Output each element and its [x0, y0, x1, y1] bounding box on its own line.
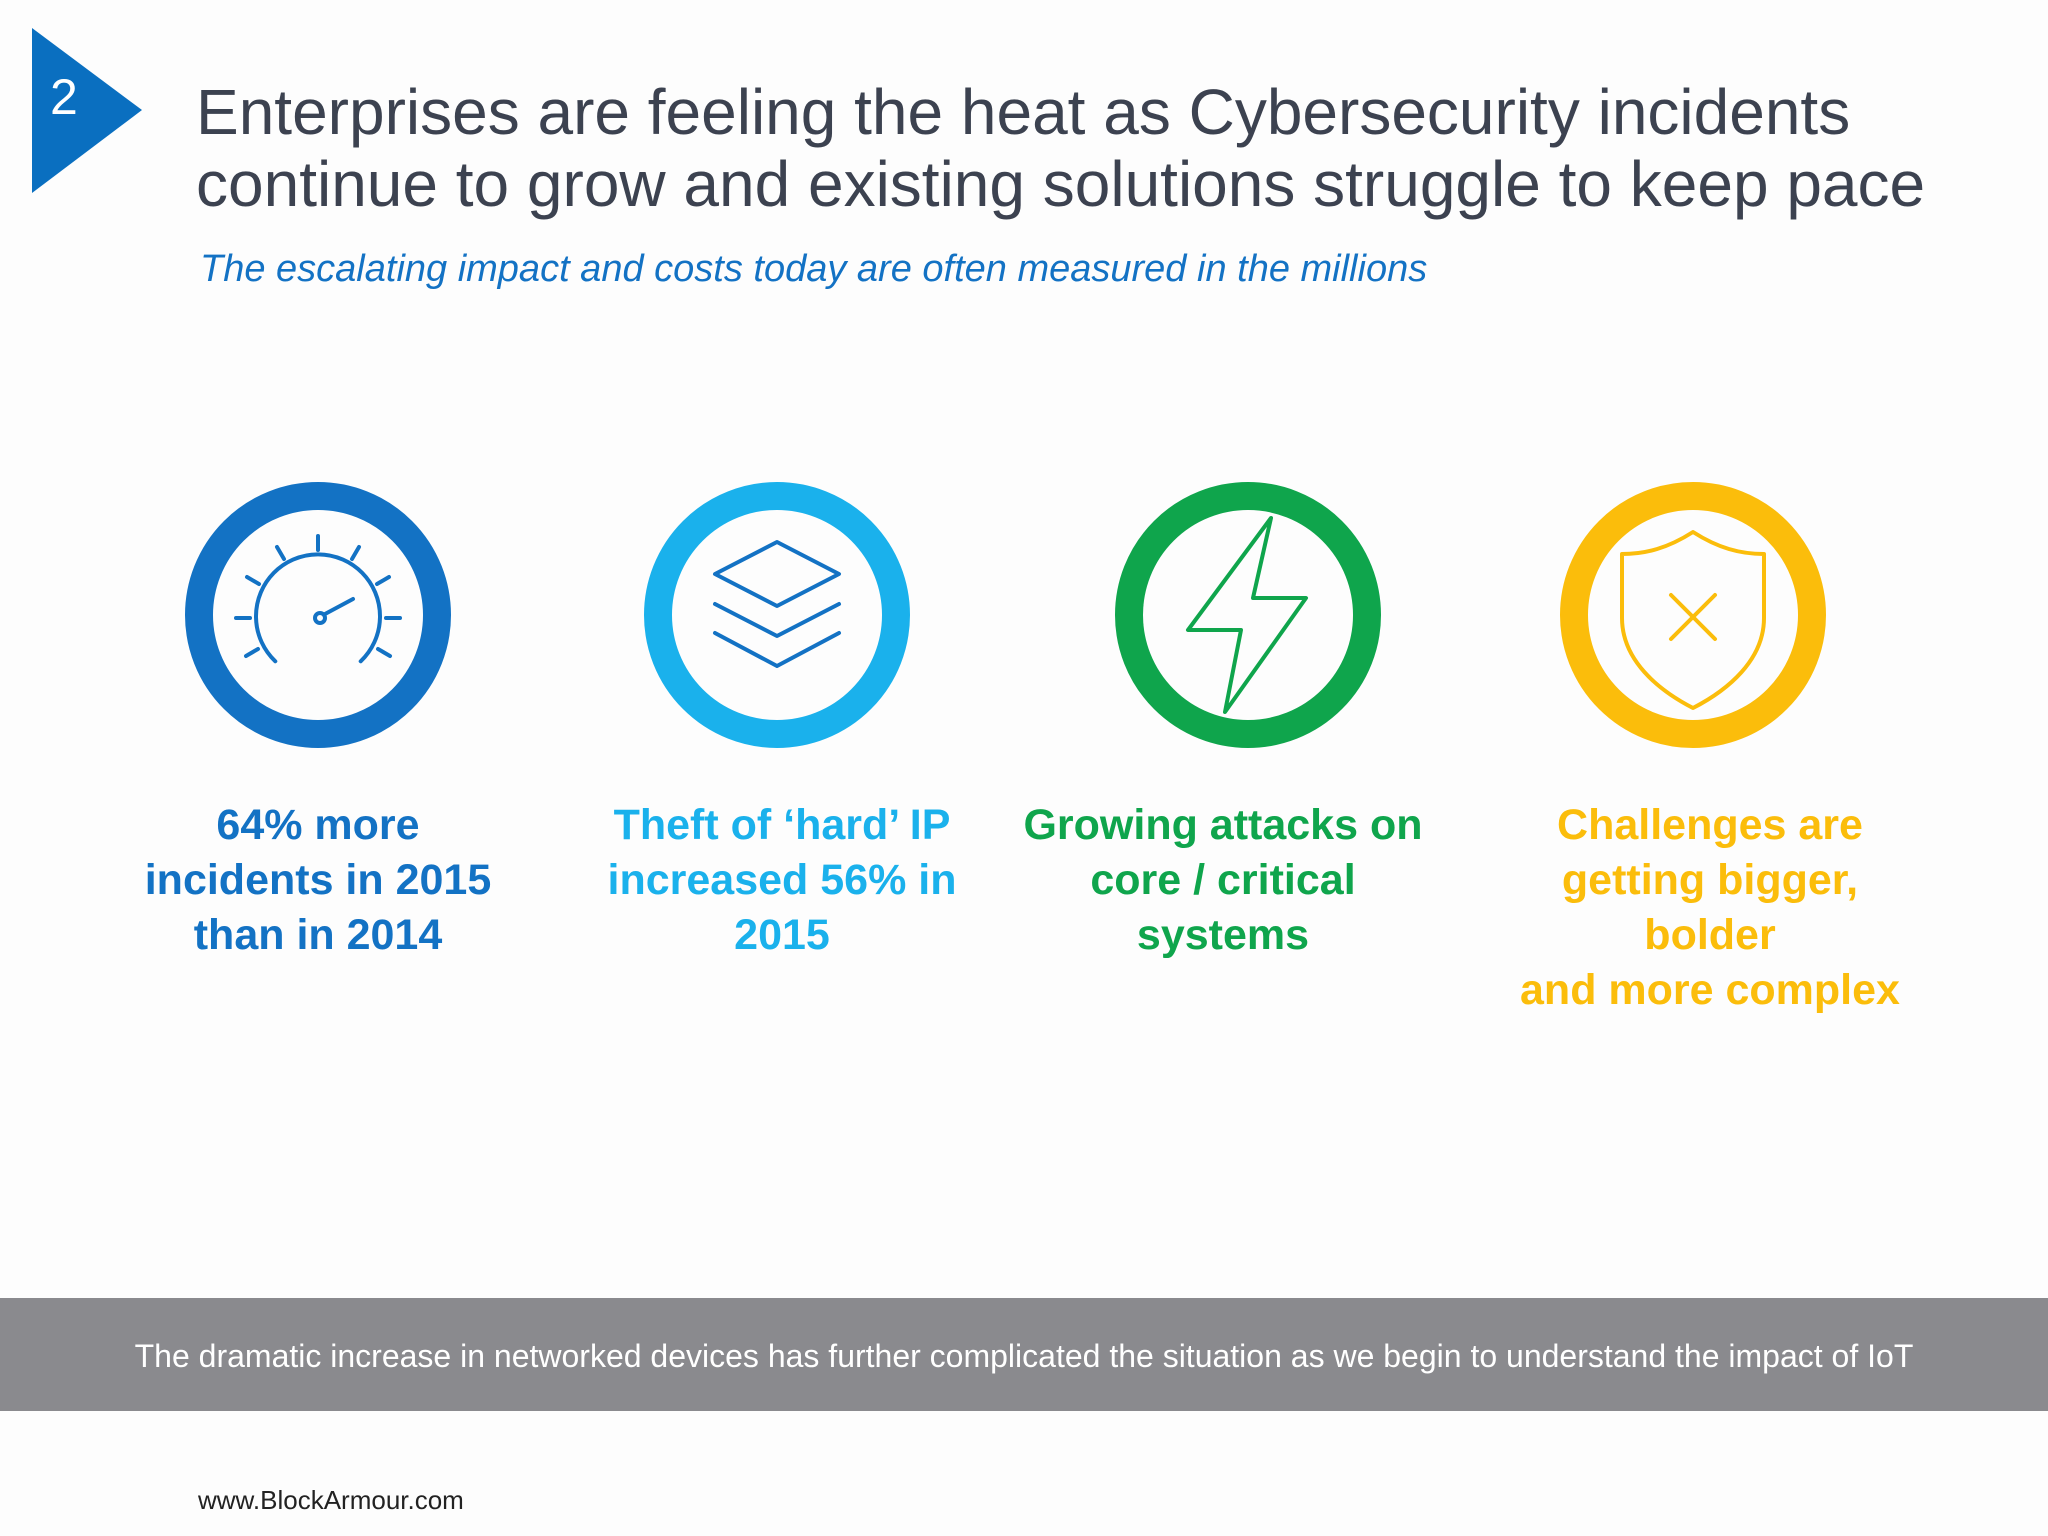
stat-text: Challenges are getting bigger, bolder an… [1500, 798, 1920, 1018]
slide-number-arrow [32, 28, 142, 193]
footer-banner [0, 1298, 2048, 1411]
stat-line-2: increased 56% in [607, 856, 957, 904]
footer-text: The dramatic increase in networked devic… [134, 1338, 1914, 1374]
stat-line-1: Growing attacks on [1023, 801, 1423, 849]
layers-icon [642, 480, 912, 750]
stat-line-3: and more complex [1520, 966, 1900, 1014]
stat-text: 64% more incidents in 2015 than in 2014 [108, 798, 528, 963]
subtitle: The escalating impact and costs today ar… [200, 248, 1428, 290]
slide-number: 2 [50, 69, 78, 125]
stat-line-1: Theft of ‘hard’ IP [613, 801, 951, 849]
title-line-2: continue to grow and existing solutions … [196, 148, 1926, 220]
stat-text: Theft of ‘hard’ IP increased 56% in 2015 [572, 798, 992, 963]
stat-line-3: than in 2014 [193, 911, 443, 959]
stat-line-1: Challenges are [1557, 801, 1863, 849]
stat-line-1: 64% more [216, 801, 420, 849]
stat-line-3: 2015 [734, 911, 830, 959]
slide-number-badge [32, 28, 142, 193]
website-url[interactable]: www.BlockArmour.com [198, 1485, 464, 1515]
page-title: Enterprises are feeling the heat as Cybe… [196, 76, 1956, 220]
stat-text: Growing attacks on core / critical syste… [1013, 798, 1433, 963]
speedometer-icon [183, 480, 453, 750]
stat-line-2: incidents in 2015 [144, 856, 492, 904]
title-line-1: Enterprises are feeling the heat as Cybe… [196, 76, 1851, 148]
shield-x-icon [1558, 480, 1828, 750]
stat-line-2: getting bigger, bolder [1561, 856, 1859, 959]
stat-line-2: core / critical [1090, 856, 1356, 904]
lightning-bolt-icon [1113, 480, 1383, 750]
stat-line-3: systems [1136, 911, 1310, 959]
